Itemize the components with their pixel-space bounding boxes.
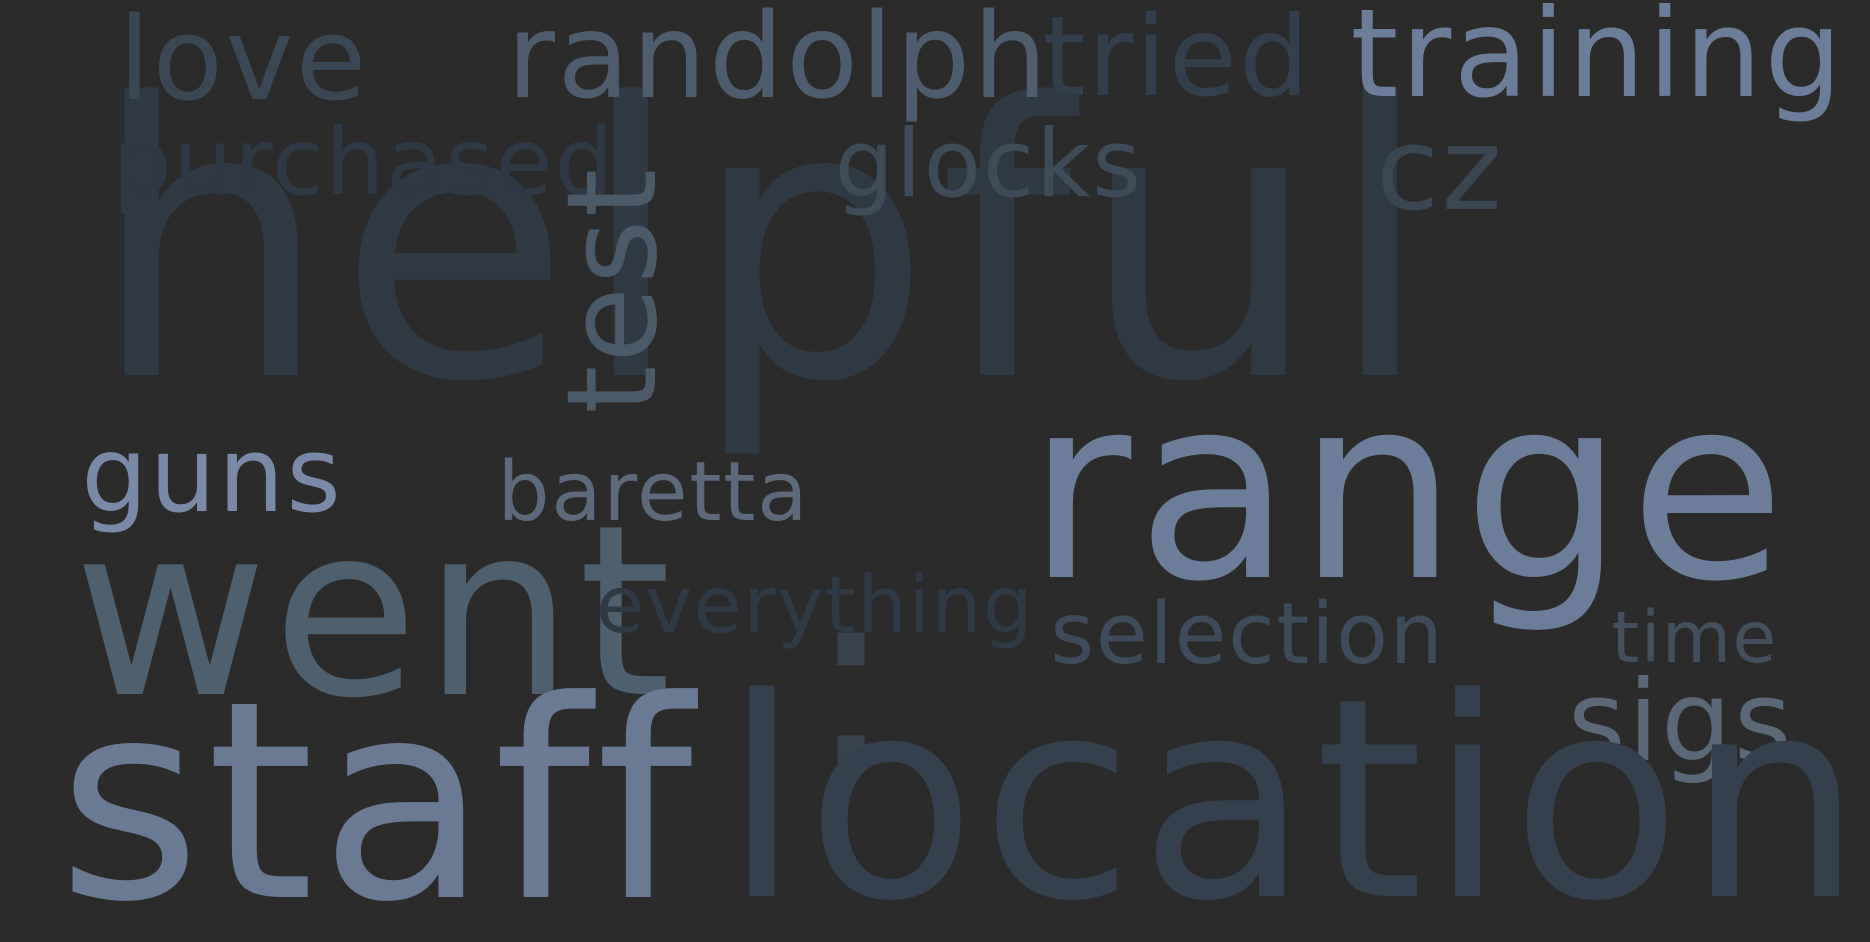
word-randolph: randolph — [506, 0, 1050, 126]
word-staff: staff — [57, 642, 699, 942]
word-helpful: helpful — [90, 25, 1440, 466]
word-purchased: purchased — [112, 108, 616, 217]
word-sigs: sigs — [1567, 658, 1795, 788]
word-test: test — [540, 166, 685, 414]
word-training: training — [1350, 0, 1845, 126]
word-went: went — [73, 473, 676, 750]
word-love: love — [118, 0, 369, 127]
word-selection: selection — [1050, 584, 1445, 683]
word-glocks: glocks — [834, 110, 1143, 220]
word-guns: guns — [81, 413, 344, 536]
word-everything: everything — [595, 559, 1035, 651]
word-baretta: baretta — [497, 445, 810, 541]
word-range: range — [1026, 341, 1791, 638]
word-cz: cz — [1375, 102, 1505, 237]
word-colon: : — [806, 525, 901, 831]
word-time: time — [1611, 596, 1778, 680]
word-location: location — [723, 639, 1868, 942]
word-tried: tried — [1042, 0, 1312, 123]
